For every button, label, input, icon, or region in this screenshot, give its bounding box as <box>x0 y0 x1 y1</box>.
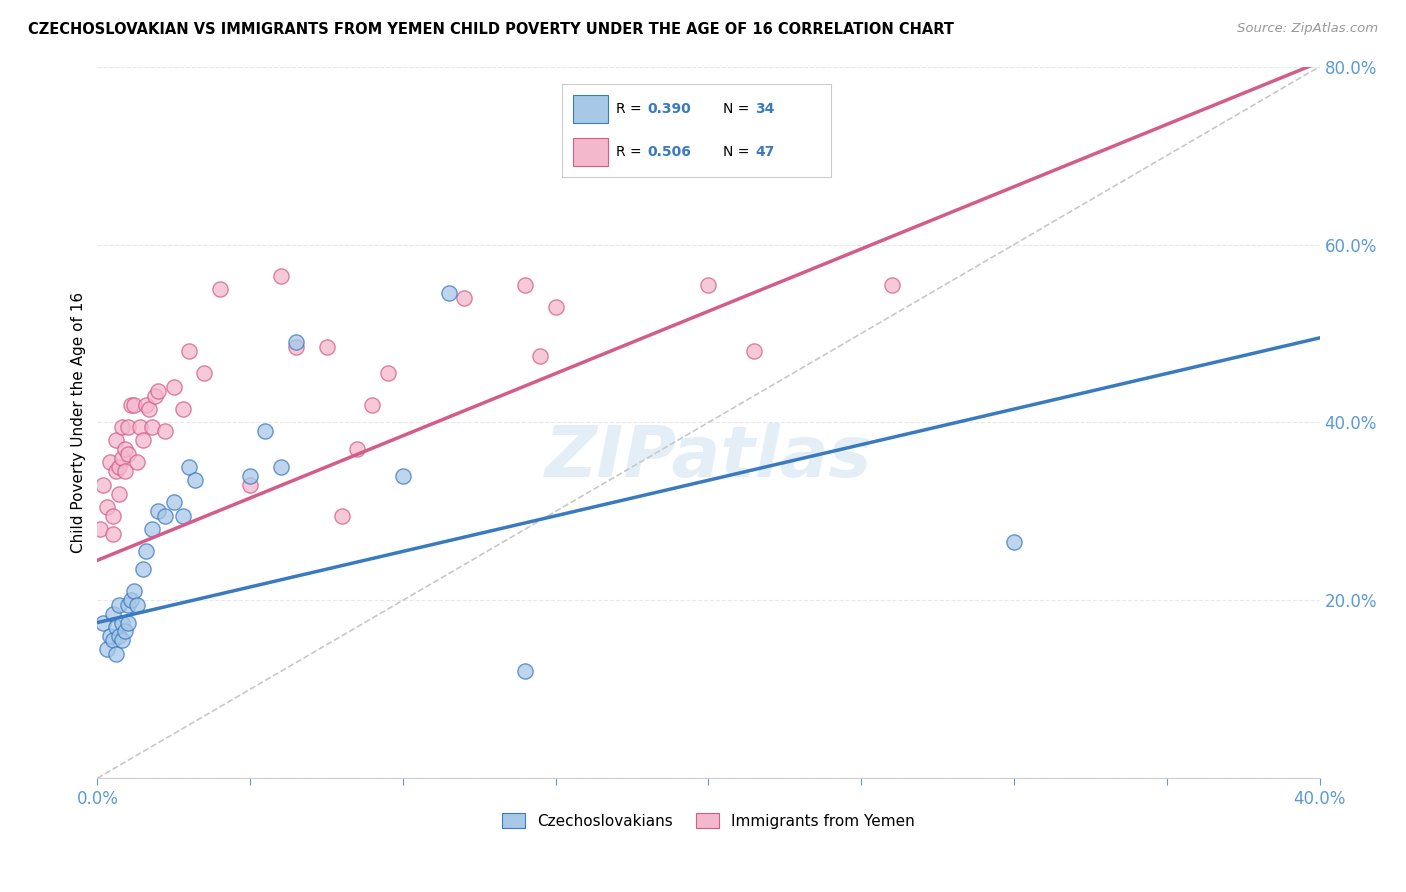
Point <box>114 624 136 639</box>
Point <box>96 642 118 657</box>
Point <box>111 615 134 630</box>
Point <box>513 665 536 679</box>
Point <box>98 455 121 469</box>
Point <box>132 434 155 448</box>
Point <box>138 402 160 417</box>
Point <box>145 389 167 403</box>
Point <box>111 633 134 648</box>
Point <box>101 633 124 648</box>
Point <box>184 473 207 487</box>
Point <box>239 468 262 483</box>
Point <box>104 647 127 661</box>
Point <box>117 446 139 460</box>
Point <box>107 629 129 643</box>
Point <box>107 459 129 474</box>
Point <box>117 598 139 612</box>
Point <box>122 584 145 599</box>
Point <box>315 340 337 354</box>
Point <box>120 593 142 607</box>
Point <box>148 504 170 518</box>
Point <box>104 464 127 478</box>
Point <box>107 598 129 612</box>
Point <box>104 620 127 634</box>
Point <box>177 459 200 474</box>
Point <box>120 398 142 412</box>
Point <box>96 500 118 514</box>
Point <box>1002 535 1025 549</box>
Point <box>285 340 308 354</box>
Point <box>111 420 134 434</box>
Point <box>148 384 170 399</box>
Point <box>544 300 567 314</box>
Point <box>114 442 136 456</box>
Point <box>93 477 115 491</box>
Point <box>132 562 155 576</box>
Point <box>153 508 176 523</box>
Point <box>111 450 134 465</box>
Point <box>453 291 475 305</box>
Point <box>437 286 460 301</box>
Point <box>172 508 194 523</box>
Point <box>135 398 157 412</box>
Y-axis label: Child Poverty Under the Age of 16: Child Poverty Under the Age of 16 <box>72 292 86 553</box>
Point <box>117 615 139 630</box>
Point <box>98 629 121 643</box>
Point <box>193 367 215 381</box>
Point <box>101 508 124 523</box>
Point <box>513 277 536 292</box>
Text: Source: ZipAtlas.com: Source: ZipAtlas.com <box>1237 22 1378 36</box>
Point <box>117 420 139 434</box>
Point <box>135 544 157 558</box>
Text: CZECHOSLOVAKIAN VS IMMIGRANTS FROM YEMEN CHILD POVERTY UNDER THE AGE OF 16 CORRE: CZECHOSLOVAKIAN VS IMMIGRANTS FROM YEMEN… <box>28 22 955 37</box>
Point <box>104 434 127 448</box>
Point <box>114 464 136 478</box>
Point <box>285 335 308 350</box>
Point <box>89 522 111 536</box>
Point <box>254 425 277 439</box>
Point <box>141 420 163 434</box>
Point <box>153 425 176 439</box>
Point <box>270 459 292 474</box>
Point <box>392 468 415 483</box>
Point <box>697 277 720 292</box>
Point <box>101 607 124 621</box>
Point <box>107 486 129 500</box>
Point <box>377 367 399 381</box>
Point <box>101 526 124 541</box>
Point <box>163 380 186 394</box>
Point <box>270 268 292 283</box>
Point <box>93 615 115 630</box>
Point <box>177 344 200 359</box>
Point <box>125 455 148 469</box>
Point <box>346 442 368 456</box>
Point <box>141 522 163 536</box>
Point <box>880 277 903 292</box>
Point <box>239 477 262 491</box>
Point <box>163 495 186 509</box>
Point <box>172 402 194 417</box>
Point <box>529 349 551 363</box>
Legend: Czechoslovakians, Immigrants from Yemen: Czechoslovakians, Immigrants from Yemen <box>496 806 921 835</box>
Point <box>129 420 152 434</box>
Text: ZIPatlas: ZIPatlas <box>544 424 872 492</box>
Point <box>125 598 148 612</box>
Point <box>742 344 765 359</box>
Point <box>330 508 353 523</box>
Point <box>361 398 384 412</box>
Point <box>208 282 231 296</box>
Point <box>122 398 145 412</box>
